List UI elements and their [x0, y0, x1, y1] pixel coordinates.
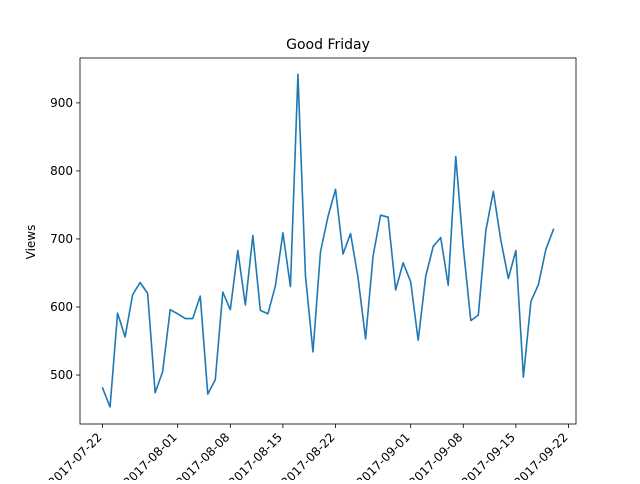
y-axis-label: Views	[24, 225, 38, 260]
y-tick-label: 900	[50, 96, 73, 110]
y-tick-label: 800	[50, 164, 73, 178]
series-line	[101, 73, 555, 408]
y-tick-label: 500	[50, 368, 73, 382]
y-tick-label: 600	[50, 300, 73, 314]
y-tick-label: 700	[50, 232, 73, 246]
chart-title: Good Friday	[286, 37, 370, 53]
axes-frame	[79, 57, 577, 425]
